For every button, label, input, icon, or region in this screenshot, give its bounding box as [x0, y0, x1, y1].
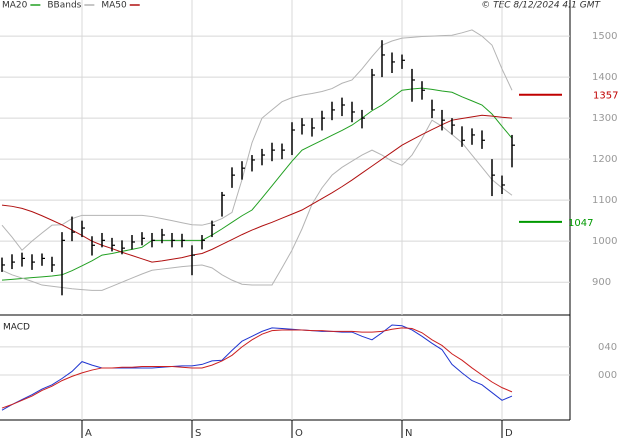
y-tick-label: 900: [592, 277, 611, 288]
series-line: [1, 327, 513, 409]
series-line: [1, 87, 513, 281]
x-tick-label: D: [505, 428, 513, 439]
y-tick-label: 1000: [592, 236, 617, 247]
macd-title: MACD: [3, 323, 30, 333]
series-line: [1, 29, 513, 251]
y-tick-label: 1400: [592, 72, 617, 83]
frame: [0, 0, 571, 421]
source: © TEC 8/12/2024 4:1 GMT: [481, 1, 601, 11]
series-line: [1, 114, 513, 263]
x-tick-label: O: [295, 428, 303, 439]
legend-label: MA50: [101, 1, 127, 11]
series-line: [1, 324, 513, 411]
legend-label: BBands: [47, 1, 81, 11]
band-line: [1, 119, 513, 291]
y-tick-label: 1100: [592, 195, 617, 206]
y-tick-label: 1200: [592, 154, 617, 165]
level-label: 1047: [568, 218, 593, 229]
y-tick-label: 040: [598, 342, 617, 353]
x-tick-label: N: [405, 428, 412, 439]
legend-label: MA20: [2, 1, 28, 11]
y-tick-label: 1300: [592, 113, 617, 124]
y-tick-label: 000: [598, 370, 617, 381]
x-tick-label: S: [195, 428, 201, 439]
level-label: 1357: [593, 91, 618, 102]
y-tick-label: 1500: [592, 31, 617, 42]
x-tick-label: A: [85, 428, 92, 439]
